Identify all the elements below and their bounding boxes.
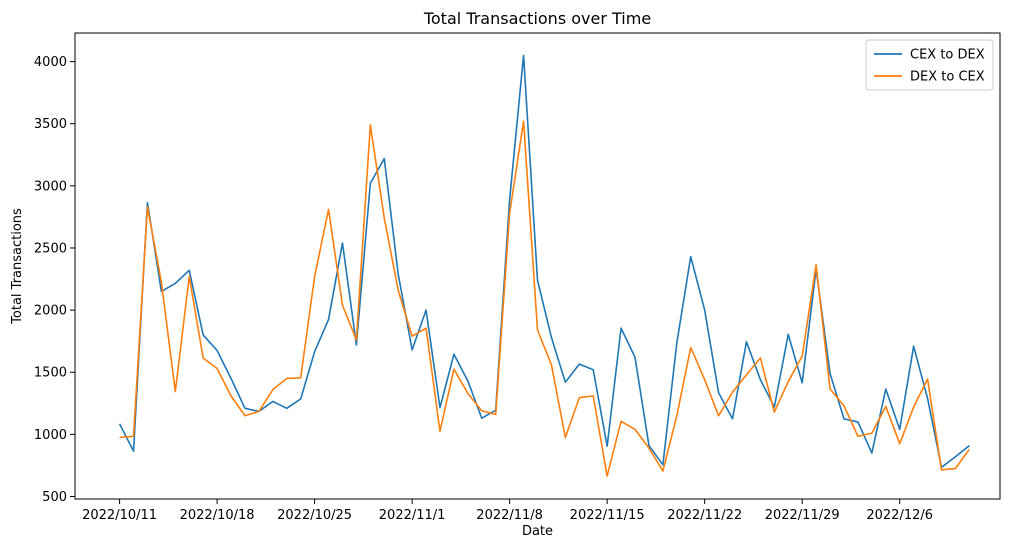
x-tick-label: 2022/11/15 <box>570 508 645 523</box>
x-tick-label: 2022/11/8 <box>476 508 543 523</box>
x-tick-label: 2022/12/6 <box>866 508 933 523</box>
series-line-2 <box>119 120 970 477</box>
y-axis-label: Total Transactions <box>10 208 25 325</box>
y-tick-label: 1000 <box>34 428 67 443</box>
y-tick-label: 2000 <box>34 304 67 319</box>
y-tick-label: 1500 <box>34 366 67 381</box>
x-tick-label: 2022/10/25 <box>277 508 352 523</box>
y-tick-label: 2500 <box>34 241 67 256</box>
y-tick-label: 500 <box>42 490 67 505</box>
series-line-1 <box>118 54 970 469</box>
x-tick-label: 2022/11/22 <box>667 508 742 523</box>
x-tick-label: 2022/11/1 <box>379 508 446 523</box>
y-axis-ticks: 500 1000 1500 2000 2500 3000 3500 4000 <box>34 55 75 505</box>
legend-label: DEX to CEX <box>910 70 985 85</box>
x-tick-label: 2022/11/29 <box>765 508 840 523</box>
legend-label: CEX to DEX <box>910 48 985 63</box>
x-tick-label: 2022/10/11 <box>82 508 157 523</box>
plot-area <box>74 32 1001 500</box>
x-axis-label: Date <box>522 524 553 539</box>
y-tick-label: 4000 <box>34 55 67 70</box>
chart-title: Total Transactions over Time <box>423 9 651 28</box>
legend-box <box>865 39 994 91</box>
x-tick-label: 2022/10/18 <box>180 508 255 523</box>
x-axis-ticks: 2022/10/11 2022/10/18 2022/10/25 2022/11/1 2… <box>82 499 933 523</box>
y-tick-label: 3000 <box>34 179 67 194</box>
plot-frame <box>74 32 1001 500</box>
legend: CEX to DEX DEX to CEX <box>865 39 994 91</box>
y-tick-label: 3500 <box>34 117 67 132</box>
